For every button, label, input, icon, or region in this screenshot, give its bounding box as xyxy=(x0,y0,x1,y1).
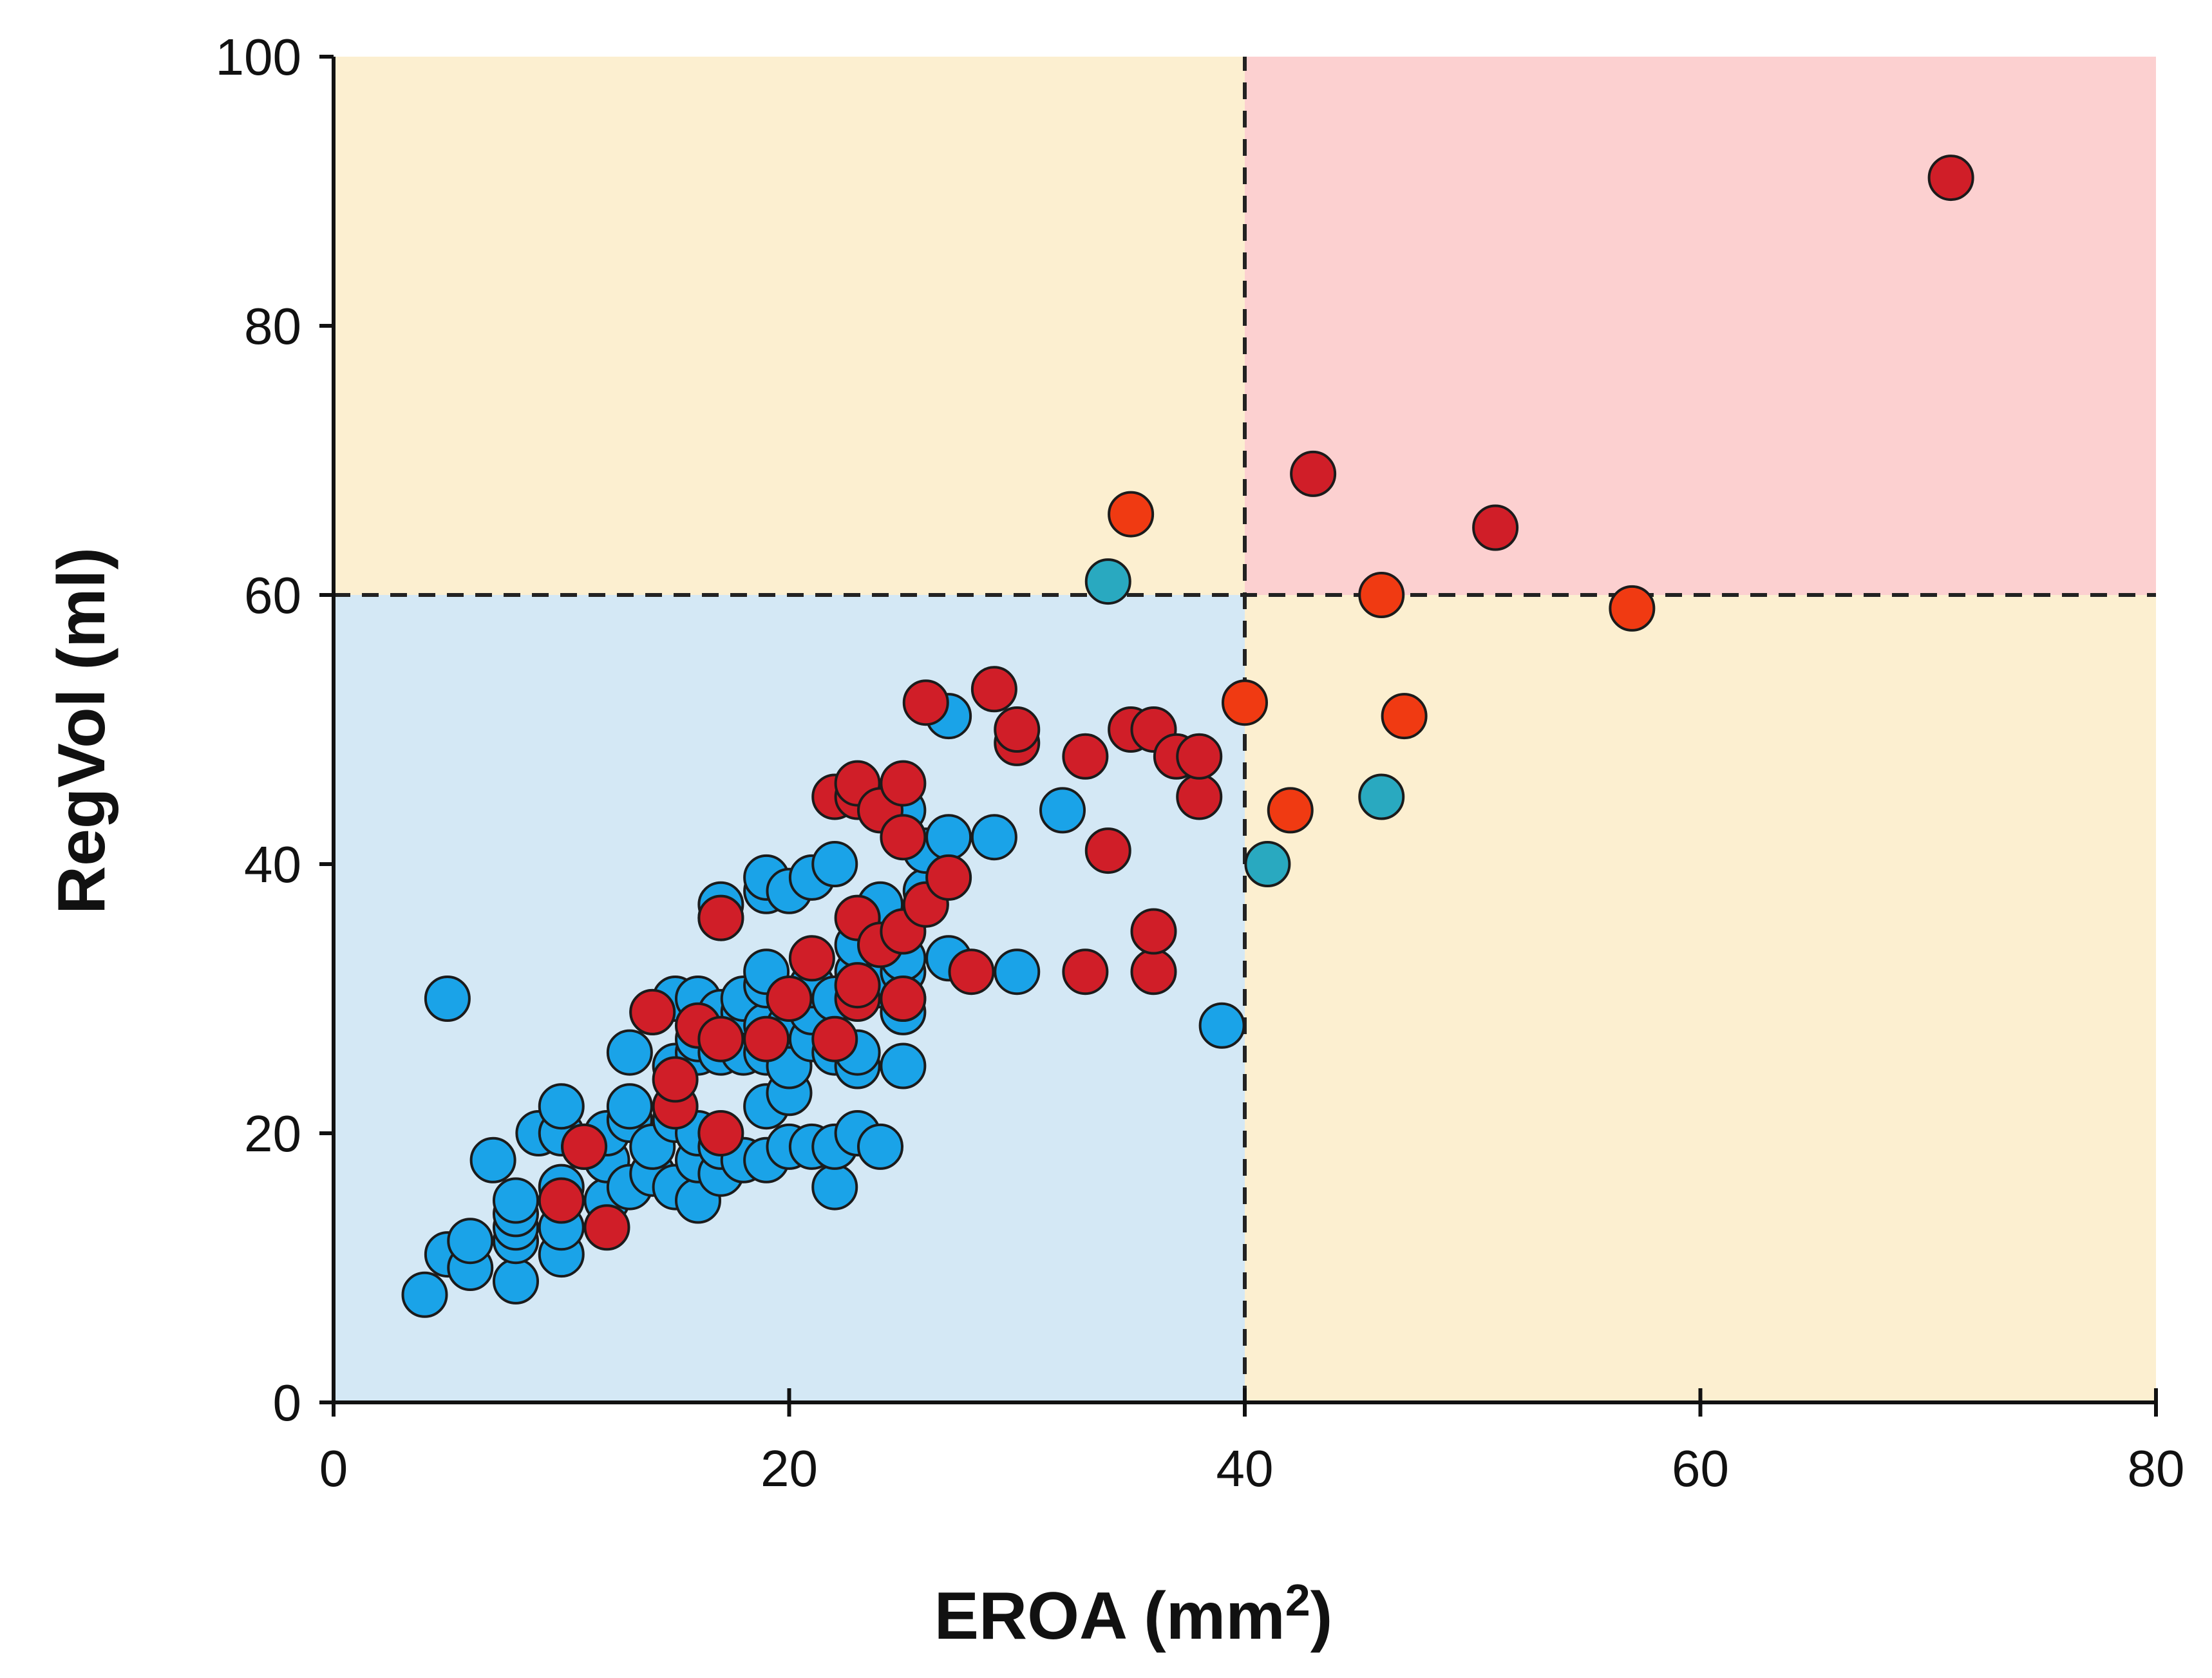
data-point xyxy=(1084,558,1131,605)
data-point xyxy=(925,814,972,861)
data-point xyxy=(1381,693,1428,740)
data-point xyxy=(970,814,1017,861)
x-axis-title-main: EROA (mm xyxy=(934,1579,1285,1654)
data-point xyxy=(401,1271,448,1318)
data-point xyxy=(811,1164,858,1211)
data-point xyxy=(493,1258,539,1305)
data-point xyxy=(424,976,471,1022)
y-axis-title: RegVol (ml) xyxy=(44,547,119,914)
axes xyxy=(319,55,2158,1417)
data-point xyxy=(1084,827,1131,874)
y-tick-label: 100 xyxy=(216,28,301,86)
x-tick-label: 80 xyxy=(2128,1440,2185,1497)
data-point xyxy=(1267,787,1314,834)
data-point xyxy=(1108,491,1155,538)
y-tick-label: 80 xyxy=(244,297,301,355)
data-point xyxy=(1176,733,1223,780)
data-point xyxy=(538,1083,585,1130)
data-point xyxy=(925,854,972,901)
data-point xyxy=(948,948,995,995)
tick-labels: 0 20 40 60 80 0 20 40 60 80 100 xyxy=(216,28,2185,1497)
data-point xyxy=(811,1015,858,1062)
data-point xyxy=(766,976,813,1022)
data-point xyxy=(1290,450,1337,497)
data-point xyxy=(697,1015,744,1062)
data-point xyxy=(788,935,835,982)
threshold-lines xyxy=(334,57,2156,1402)
x-tick-label: 40 xyxy=(1216,1440,1274,1497)
data-point xyxy=(583,1204,630,1251)
data-point xyxy=(1130,908,1177,955)
data-point xyxy=(880,760,927,807)
data-point xyxy=(538,1177,585,1224)
data-point xyxy=(1927,155,1974,202)
data-point xyxy=(1130,948,1177,995)
y-tick-label: 0 xyxy=(273,1374,302,1431)
data-point xyxy=(629,988,676,1035)
data-point xyxy=(652,1056,699,1103)
data-point xyxy=(1039,787,1086,834)
data-points xyxy=(401,155,1974,1318)
x-tick-label: 20 xyxy=(761,1440,818,1497)
data-point xyxy=(697,1110,744,1156)
data-point xyxy=(880,814,927,861)
data-point xyxy=(880,1042,927,1089)
data-point xyxy=(902,679,949,726)
quadrant-regions xyxy=(334,57,2156,1402)
data-point xyxy=(970,666,1017,713)
data-point xyxy=(493,1177,539,1224)
data-point xyxy=(857,1123,903,1170)
data-point xyxy=(1062,948,1109,995)
data-point xyxy=(1222,679,1268,726)
data-point xyxy=(561,1123,608,1170)
data-point xyxy=(994,706,1041,753)
y-tick-label: 40 xyxy=(244,836,301,893)
data-point xyxy=(606,1083,653,1130)
data-point xyxy=(1358,572,1405,618)
data-point xyxy=(880,976,927,1022)
x-axis-title-superscript: 2 xyxy=(1285,1575,1310,1625)
data-point xyxy=(1062,733,1109,780)
data-point xyxy=(697,894,744,941)
data-point xyxy=(1358,773,1405,820)
x-axis-title-end: ) xyxy=(1310,1579,1333,1654)
region-upper-right xyxy=(1245,57,2156,595)
data-point xyxy=(469,1136,516,1183)
data-point xyxy=(1244,841,1291,887)
y-tick-label: 20 xyxy=(244,1105,301,1162)
data-point xyxy=(1472,504,1519,551)
data-point xyxy=(1176,773,1223,820)
data-point xyxy=(743,1015,790,1062)
data-point xyxy=(811,841,858,887)
region-upper-left xyxy=(334,57,1245,595)
x-axis-title: EROA (mm2) xyxy=(934,1575,1333,1654)
data-point xyxy=(1198,1002,1245,1049)
y-tick-label: 60 xyxy=(244,567,301,624)
data-point xyxy=(447,1218,494,1265)
data-point xyxy=(834,962,881,1009)
data-point xyxy=(994,948,1041,995)
data-point xyxy=(606,1029,653,1076)
data-point xyxy=(1609,585,1656,632)
x-tick-label: 0 xyxy=(319,1440,348,1497)
x-tick-label: 60 xyxy=(1672,1440,1729,1497)
